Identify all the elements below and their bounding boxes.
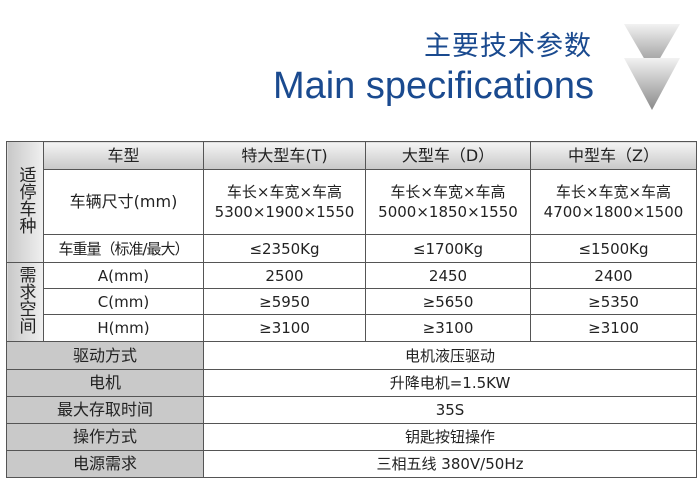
cell: 2400 [530, 262, 697, 289]
col-header-t: 特大型车(T) [203, 141, 366, 170]
spec-row: 最大存取时间 35S [6, 396, 697, 424]
cell: ≥3100 [203, 314, 366, 342]
title-chinese: 主要技术参数 [424, 31, 592, 62]
spec-value: 升降电机=1.5KW [203, 369, 697, 397]
table-header-row: 适停车种 车型 特大型车(T) 大型车（D） 中型车（Z） [6, 141, 697, 263]
size-cell-t: 车长×车宽×车高 5300×1900×1550 [203, 169, 366, 235]
group-label: 需求空间 [15, 266, 36, 334]
title-english: Main specifications [272, 65, 594, 107]
table-row-h: H(mm) ≥3100 ≥3100 ≥3100 [7, 314, 697, 342]
spec-value: 三相五线 380V/50Hz [203, 450, 697, 478]
spec-label: 电机 [6, 369, 204, 397]
col-header-z: 中型车（Z） [530, 141, 697, 170]
spec-row: 驱动方式 电机液压驱动 [6, 341, 697, 370]
spec-row: 电机 升降电机=1.5KW [6, 369, 697, 397]
chevron-down-icon [624, 24, 680, 110]
row-label-weight: 车重量（标准/最大） [43, 234, 204, 263]
row-label: C(mm) [43, 288, 204, 315]
weight-d: ≤1700Kg [365, 234, 531, 263]
size-cell-z: 车长×车宽×车高 4700×1800×1500 [530, 169, 697, 235]
group-label: 适停车种 [15, 166, 36, 234]
cell: 2450 [365, 262, 531, 289]
spec-row: 电源需求 三相五线 380V/50Hz [6, 450, 697, 478]
spec-row: 操作方式 钥匙按钮操作 [6, 423, 697, 451]
size-cell-d: 车长×车宽×车高 5000×1850×1550 [365, 169, 531, 235]
col-header-d: 大型车（D） [365, 141, 531, 170]
spec-label: 操作方式 [6, 423, 204, 451]
row-label: H(mm) [43, 314, 204, 342]
cell: 2500 [203, 262, 366, 289]
spec-label: 驱动方式 [6, 341, 204, 370]
weight-z: ≤1500Kg [530, 234, 697, 263]
size-caption: 车长×车宽×车高 [226, 183, 343, 201]
table-row-c: C(mm) ≥5950 ≥5650 ≥5350 [7, 288, 697, 315]
row-label-size: 车辆尺寸(mm) [43, 169, 204, 235]
spec-value: 35S [203, 396, 697, 424]
group-vehicle-type: 适停车种 [6, 141, 44, 263]
size-caption: 车长×车宽×车高 [555, 183, 672, 201]
cell: ≥5350 [530, 288, 697, 315]
size-value: 4700×1800×1500 [543, 203, 684, 221]
cell: ≥5650 [365, 288, 531, 315]
group-space: 需求空间 [6, 262, 44, 342]
cell: ≥3100 [530, 314, 697, 342]
table-row-a: 需求空间 A(mm) 2500 2450 2400 [6, 262, 697, 342]
cell: ≥5950 [203, 288, 366, 315]
spec-value: 钥匙按钮操作 [203, 423, 697, 451]
row-label: A(mm) [43, 262, 204, 289]
table-row-weight: 车重量（标准/最大） ≤2350Kg ≤1700Kg ≤1500Kg [7, 234, 697, 263]
spec-table: 适停车种 车型 特大型车(T) 大型车（D） 中型车（Z） 车辆尺寸(mm) 车… [6, 141, 697, 478]
weight-t: ≤2350Kg [203, 234, 366, 263]
col-header-type: 车型 [43, 141, 204, 170]
spec-label: 电源需求 [6, 450, 204, 478]
spec-label: 最大存取时间 [6, 396, 204, 424]
spec-value: 电机液压驱动 [203, 341, 697, 370]
cell: ≥3100 [365, 314, 531, 342]
size-value: 5000×1850×1550 [378, 203, 518, 221]
table-row-size: 车辆尺寸(mm) 车长×车宽×车高 5300×1900×1550 车长×车宽×车高… [7, 169, 697, 235]
size-value: 5300×1900×1550 [214, 203, 355, 221]
size-caption: 车长×车宽×车高 [390, 183, 506, 201]
